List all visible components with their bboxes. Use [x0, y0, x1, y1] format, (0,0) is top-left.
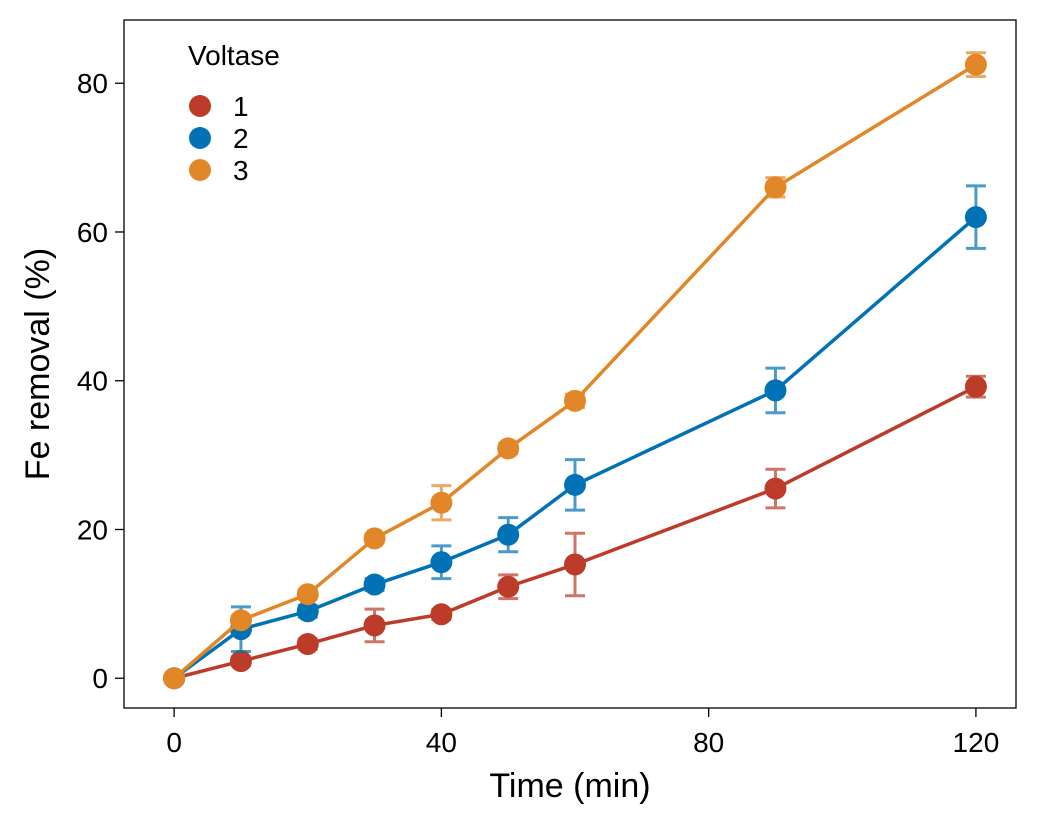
data-point — [229, 609, 252, 632]
x-tick-label: 40 — [426, 727, 457, 758]
legend-key — [189, 127, 211, 149]
data-point — [363, 614, 386, 637]
y-axis-label: Fe removal (%) — [19, 248, 57, 480]
legend-item: 2 — [189, 123, 249, 154]
axes-layer: 0 40 80 120 0 20 40 60 80 — [77, 68, 999, 758]
data-point — [497, 575, 520, 598]
series-3 — [163, 51, 987, 690]
data-point — [296, 633, 319, 656]
data-point — [430, 603, 453, 626]
y-tick-label: 40 — [77, 366, 108, 397]
data-point — [964, 375, 987, 398]
data-point — [964, 53, 987, 76]
legend-label: 3 — [233, 155, 249, 186]
plot-panel-border — [123, 19, 1017, 709]
legend-title: Voltase — [188, 40, 280, 71]
data-point — [296, 600, 319, 623]
x-tick-label: 120 — [953, 727, 1000, 758]
legend-key — [189, 95, 211, 117]
legend-label: 1 — [233, 91, 249, 122]
y-tick-label: 80 — [77, 68, 108, 99]
data-point — [564, 389, 587, 412]
data-point — [430, 491, 453, 514]
data-point — [497, 523, 520, 546]
data-point — [363, 527, 386, 550]
data-point — [564, 473, 587, 496]
legend-item: 1 — [189, 91, 249, 122]
y-tick-label: 60 — [77, 217, 108, 248]
data-point — [296, 583, 319, 606]
x-axis-label: Time (min) — [489, 767, 650, 805]
data-point — [764, 379, 787, 402]
data-point — [363, 573, 386, 596]
data-point — [430, 551, 453, 574]
data-point — [764, 477, 787, 500]
legend-key — [189, 159, 211, 181]
x-tick-label: 0 — [166, 727, 182, 758]
y-tick-label: 20 — [77, 514, 108, 545]
data-point — [764, 176, 787, 199]
legend-items: 123 — [189, 91, 249, 186]
series-layer — [163, 51, 987, 690]
y-tick-label: 0 — [92, 663, 108, 694]
data-point — [564, 553, 587, 576]
x-tick-label: 80 — [693, 727, 724, 758]
data-point — [497, 437, 520, 460]
data-point — [964, 206, 987, 229]
data-point — [163, 667, 186, 690]
legend-label: 2 — [233, 123, 249, 154]
legend: Voltase 123 — [188, 40, 280, 186]
legend-item: 3 — [189, 155, 249, 186]
data-point — [229, 650, 252, 673]
